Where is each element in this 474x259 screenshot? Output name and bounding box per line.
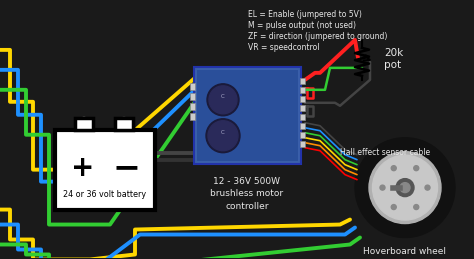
Text: 12 - 36V 500W
brushless motor
controller: 12 - 36V 500W brushless motor controller <box>210 177 283 211</box>
Text: VR = speedcontrol: VR = speedcontrol <box>248 43 319 52</box>
Text: 24 or 36 volt battery: 24 or 36 volt battery <box>64 190 146 199</box>
Circle shape <box>391 166 396 171</box>
Circle shape <box>425 185 430 190</box>
Text: Hall effect sensor cable: Hall effect sensor cable <box>340 148 430 157</box>
FancyBboxPatch shape <box>300 96 305 102</box>
Text: EL = Enable (jumpered to 5V): EL = Enable (jumpered to 5V) <box>248 10 362 19</box>
FancyBboxPatch shape <box>190 83 195 90</box>
Text: C: C <box>221 94 225 99</box>
Circle shape <box>207 84 239 116</box>
Text: ZF = direction (jumpered to ground): ZF = direction (jumpered to ground) <box>248 32 387 41</box>
FancyBboxPatch shape <box>197 70 298 161</box>
Circle shape <box>206 119 240 153</box>
Text: M = pulse output (not used): M = pulse output (not used) <box>248 21 356 30</box>
Circle shape <box>396 179 414 197</box>
Circle shape <box>373 155 438 220</box>
FancyBboxPatch shape <box>75 118 93 130</box>
FancyBboxPatch shape <box>300 87 305 93</box>
FancyBboxPatch shape <box>300 114 305 120</box>
FancyBboxPatch shape <box>115 118 133 130</box>
Circle shape <box>208 121 238 151</box>
Circle shape <box>391 205 396 210</box>
Text: Hoverboard wheel: Hoverboard wheel <box>364 248 447 256</box>
FancyBboxPatch shape <box>300 105 305 111</box>
FancyBboxPatch shape <box>190 93 195 100</box>
FancyBboxPatch shape <box>300 141 305 147</box>
FancyBboxPatch shape <box>300 78 305 84</box>
FancyBboxPatch shape <box>190 113 195 120</box>
FancyBboxPatch shape <box>300 132 305 138</box>
Circle shape <box>369 152 441 224</box>
Circle shape <box>400 183 410 193</box>
Text: 20k
pot: 20k pot <box>384 48 403 70</box>
FancyBboxPatch shape <box>194 67 301 164</box>
FancyBboxPatch shape <box>55 130 155 210</box>
Circle shape <box>414 205 419 210</box>
FancyBboxPatch shape <box>190 103 195 110</box>
Circle shape <box>414 166 419 171</box>
Text: −: − <box>113 151 141 184</box>
Text: +: + <box>71 154 95 182</box>
Circle shape <box>355 138 455 238</box>
Circle shape <box>380 185 385 190</box>
FancyBboxPatch shape <box>300 123 305 129</box>
Circle shape <box>209 86 237 114</box>
Text: C: C <box>221 130 225 135</box>
